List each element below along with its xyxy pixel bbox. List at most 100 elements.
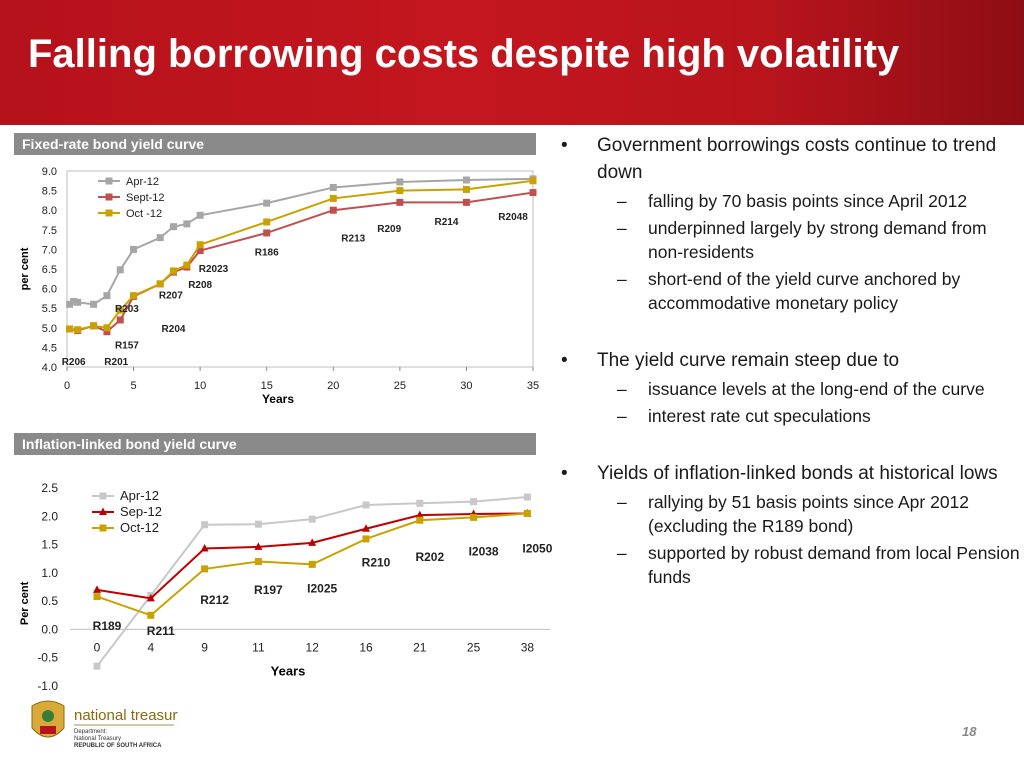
data-point <box>196 241 204 249</box>
inflation-linked-panel-title: Inflation-linked bond yield curve <box>14 433 536 455</box>
bond-label: R201 <box>104 357 128 368</box>
bullet-dot-icon: • <box>561 135 568 156</box>
fixed-rate-yield-chart: 4.0 4.5 5.0 5.5 6.0 6.5 7.0 7.5 8.0 8.5 9.0 0 5 10 15 2… <box>19 166 539 406</box>
bullet-text: Yields of inflation-linked bonds at hist… <box>597 463 998 484</box>
x-tick-label: 4 <box>147 640 154 654</box>
bullet-group-2: • The yield curve remain steep due to – is… <box>555 347 1020 428</box>
y-tick-label: 2.5 <box>41 481 58 495</box>
logo-line-2: National Treasury <box>74 736 121 742</box>
data-point <box>147 611 155 619</box>
legend-marker <box>99 492 107 500</box>
bond-label: R212 <box>200 593 229 607</box>
coat-of-arms-icon: national treasury Department: National T… <box>31 700 185 749</box>
data-point <box>416 516 424 524</box>
bond-label: I2025 <box>307 582 337 596</box>
logo-wordmark: national treasury <box>74 707 178 724</box>
y-tick-label: -0.5 <box>37 651 58 665</box>
bond-label: R209 <box>377 224 401 235</box>
data-point <box>254 558 262 566</box>
data-point <box>156 280 164 288</box>
y-tick-label: 8.5 <box>42 186 57 198</box>
data-point <box>130 245 138 253</box>
data-point <box>523 509 531 517</box>
data-point <box>201 565 209 573</box>
bullet-main: • Government borrowings costs continue to… <box>555 132 1020 186</box>
x-tick-label: 30 <box>460 380 472 392</box>
data-point <box>254 520 262 528</box>
page-number: 18 <box>962 724 977 739</box>
bond-label: R203 <box>115 304 139 315</box>
sub-bullet-text: short-end of the yield curve anchored by… <box>648 269 961 313</box>
x-axis-label: Years <box>262 392 294 406</box>
y-tick-label: 7.5 <box>42 225 57 237</box>
y-tick-label: 9.0 <box>42 166 57 178</box>
sub-bullet: – interest rate cut speculations <box>617 406 871 426</box>
y-tick-label: 6.0 <box>42 284 57 296</box>
data-point <box>200 544 209 552</box>
x-tick-label: 35 <box>527 380 539 392</box>
bullet-main: • The yield curve remain steep due to <box>555 347 1020 374</box>
x-tick-label: 12 <box>306 640 320 654</box>
x-tick-label: 0 <box>64 380 70 392</box>
data-point <box>66 300 74 308</box>
sub-bullet-text: issuance levels at the long-end of the c… <box>648 379 985 399</box>
x-tick-label: 9 <box>201 640 208 654</box>
data-point <box>415 510 424 519</box>
slide-title: Falling borrowing costs despite high vol… <box>28 32 900 76</box>
data-point <box>462 176 470 184</box>
sub-bullet-text: falling by 70 basis points since April 2… <box>648 191 968 211</box>
data-point <box>103 324 111 332</box>
logo-line-3: REPUBLIC OF SOUTH AFRICA <box>74 743 162 749</box>
data-point <box>103 328 111 336</box>
fixed-rate-panel-title: Fixed-rate bond yield curve <box>14 133 536 155</box>
data-point <box>90 322 98 330</box>
y-axis-label: Per cent <box>19 581 31 625</box>
legend-label: Sep-12 <box>120 504 162 519</box>
bullet-group-1: • Government borrowings costs continue to… <box>555 132 1020 315</box>
bond-label: R206 <box>62 357 86 368</box>
bullet-list: • Government borrowings costs continue to… <box>555 132 1020 589</box>
x-tick-label: 10 <box>194 380 206 392</box>
data-point <box>523 493 531 501</box>
data-point <box>103 292 111 300</box>
y-tick-label: 0.5 <box>41 594 58 608</box>
bond-label: R189 <box>93 619 122 633</box>
data-point <box>263 199 271 207</box>
data-point <box>396 198 404 206</box>
data-point <box>130 292 138 300</box>
legend-label: Oct-12 <box>120 520 159 535</box>
national-treasury-logo: national treasury Department: National T… <box>28 698 185 755</box>
sub-bullet-text: supported by robust demand from local Pe… <box>648 543 1020 587</box>
y-tick-label: 7.0 <box>42 244 57 256</box>
data-point <box>329 194 337 202</box>
data-point <box>93 585 101 593</box>
sub-bullet: – falling by 70 basis points since April … <box>617 191 968 211</box>
bond-label: R186 <box>255 247 279 258</box>
x-tick-label: 15 <box>261 380 273 392</box>
bullet-group-3: • Yields of inflation-linked bonds at his… <box>555 460 1020 589</box>
data-point <box>329 183 337 191</box>
x-tick-label: 0 <box>94 640 101 654</box>
x-tick-label: 38 <box>521 640 535 654</box>
data-point <box>93 593 101 601</box>
y-tick-label: 4.0 <box>42 362 57 374</box>
y-tick-label: 0.0 <box>41 622 58 636</box>
data-point <box>254 542 263 550</box>
bullet-dot-icon: • <box>561 350 568 371</box>
sub-bullet: – issuance levels at the long-end of the … <box>617 379 985 399</box>
data-point <box>156 234 164 242</box>
plot-area <box>66 170 534 368</box>
data-point <box>263 229 271 237</box>
legend-label: Oct -12 <box>126 208 162 220</box>
bullet-text: The yield curve remain steep due to <box>597 350 900 371</box>
bond-label: R197 <box>254 583 283 597</box>
y-axis-label: per cent <box>19 247 31 290</box>
data-point <box>116 306 124 314</box>
y-tick-label: 2.0 <box>41 509 58 523</box>
x-axis-label: Years <box>271 663 306 678</box>
data-point <box>116 316 124 324</box>
bullet-dot-icon: • <box>561 463 568 484</box>
sub-bullet-text: interest rate cut speculations <box>648 406 871 426</box>
legend-marker <box>105 209 113 217</box>
y-tick-label: 4.5 <box>42 342 57 354</box>
